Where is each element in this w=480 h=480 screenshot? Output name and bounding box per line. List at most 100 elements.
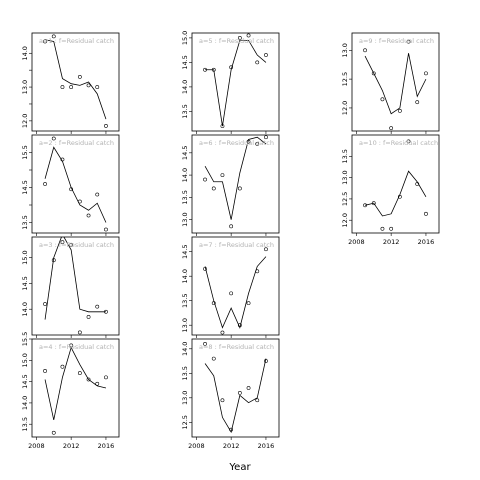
panel-9-point [424,71,428,76]
panel-4-point [60,364,65,369]
panel-6-fit-line [204,136,267,220]
panel-7-point [211,301,216,306]
panel-8-ytick-label: 13.0 [181,391,189,405]
panel-6-point [220,173,225,177]
panel-5-point [220,124,225,129]
panel-6-point [246,139,251,144]
panel-10-point [397,194,402,199]
panel-8-xtick-label: 2012 [223,442,240,450]
panel-1-point [77,75,82,79]
panel-9-point [397,108,402,113]
panel-2-title: a=2 : f=Residual catch [39,139,114,147]
panel-8-ytick-label: 13.5 [181,366,189,380]
panel-6-ytick-label: 14.0 [181,168,189,182]
panel-10-plot-area [363,139,428,231]
panel-9-title: a=9 : f=Residual catch [359,37,434,45]
panel-1-ytick-label: 12.0 [21,114,29,128]
panel-4-plot-area [43,343,108,435]
panel-2-fit-line [44,146,107,223]
panel-10-xtick-label: 2008 [348,238,365,246]
panel-4-ytick-label: 13.5 [21,417,29,431]
panel-2-ytick-label: 13.5 [21,215,29,229]
panel-3-frame [31,236,120,336]
panel-8-ytick-label: 12.5 [181,415,189,429]
panel-8-ytick-label: 14.0 [181,342,189,356]
panel-10-ytick-label: 13.5 [341,149,349,163]
panel-5-point [211,67,216,72]
panel-5-point [237,36,242,40]
panel-7-ytick-label: 14.0 [181,269,189,283]
panel-9-point [415,100,420,105]
panel-1-point [95,85,100,89]
panel-2-point [69,187,74,192]
panel-2-ytick-label: 15.5 [21,145,29,159]
panel-5-ytick-label: 15.0 [181,31,189,45]
panel-6-point [211,186,216,191]
panel-2-ytick-label: 14.5 [21,180,29,194]
panel-9-point [389,126,394,131]
panel-8-point [246,386,251,390]
panel-3-title: a=3 : f=Residual catch [39,241,114,249]
panel-3-point [77,330,82,335]
panel-9-fit-line [364,53,427,115]
panel-1-ytick-label: 14.0 [21,46,29,60]
panel-2: 13.5 14.5 15.5 a=2 : f=Residual catch [21,134,120,236]
panel-3-plot-area [43,237,108,335]
panel-2-frame [31,134,120,234]
panel-8-point [264,359,268,363]
panel-9-point [371,71,376,76]
panel-4-point [104,375,108,380]
panel-8: 12.5 13.0 13.5 14.0 2008 2012 2016 a=8 : f=Resi… [181,338,280,450]
panel-2-point [86,213,91,218]
panel-1-point [104,124,108,128]
panel-4-ytick-label: 15.5 [21,332,29,346]
panel-10-title: a=10 : f=Residual catch [359,139,438,147]
figure-xlabel: Year [228,462,251,473]
panel-3-point [86,315,91,319]
panel-7-point [220,330,225,335]
panel-5-point [246,33,251,38]
panel-5-fit-line [205,39,267,127]
panel-2-point [95,192,100,197]
panel-5-ytick-label: 14.5 [181,55,189,69]
panel-7-point [203,266,207,271]
panel-1-ytick-label: 13.0 [21,80,29,94]
panel-5-point [255,60,260,65]
panel-10-frame [351,134,440,234]
panel-10-ytick-label: 12.5 [341,192,349,206]
panel-9-plot-area [363,39,428,131]
panel-7-point [229,291,234,296]
panel-5-point [229,65,234,70]
panel-9: 12.0 12.5 13.0 a=9 : f=Residual catch [341,32,440,134]
panel-7-point [246,301,251,306]
panels-group: 12.0 13.0 14.0 a=1 : f=Residual catch 13.5 14… [21,31,440,450]
panel-3-ytick-label: 14.5 [21,276,29,290]
panel-10-point [415,182,420,186]
panel-10-point [406,139,411,144]
panel-6-plot-area [203,135,268,229]
panel-3-point [69,242,74,247]
panel-5-ytick-label: 13.5 [181,104,189,118]
panel-8-point [211,356,216,361]
panel-5-ytick-label: 14.0 [181,80,189,94]
panel-4-ytick-label: 14.5 [21,374,29,388]
panel-1-fit-line [44,39,107,120]
panel-4-ytick-label: 15.0 [21,353,29,367]
panel-1-plot-area [43,34,108,128]
panel-5-point [264,53,268,57]
panel-3-point [43,302,47,306]
panel-8-fit-line [204,358,267,434]
panel-10-point [363,203,367,208]
panel-7-ytick-label: 14.5 [181,244,189,258]
panel-3-point [95,304,100,309]
panel-5-point [203,67,207,72]
panel-3-point [104,309,108,314]
panel-9-ytick-label: 12.5 [341,72,349,86]
panel-9-ytick-label: 12.0 [341,101,349,115]
panel-6-point [237,186,242,191]
panel-1-point [86,83,91,88]
panel-8-point [220,398,225,403]
panel-2-point [51,136,56,141]
panel-1-point [69,85,74,89]
panel-2-plot-area [43,136,108,232]
